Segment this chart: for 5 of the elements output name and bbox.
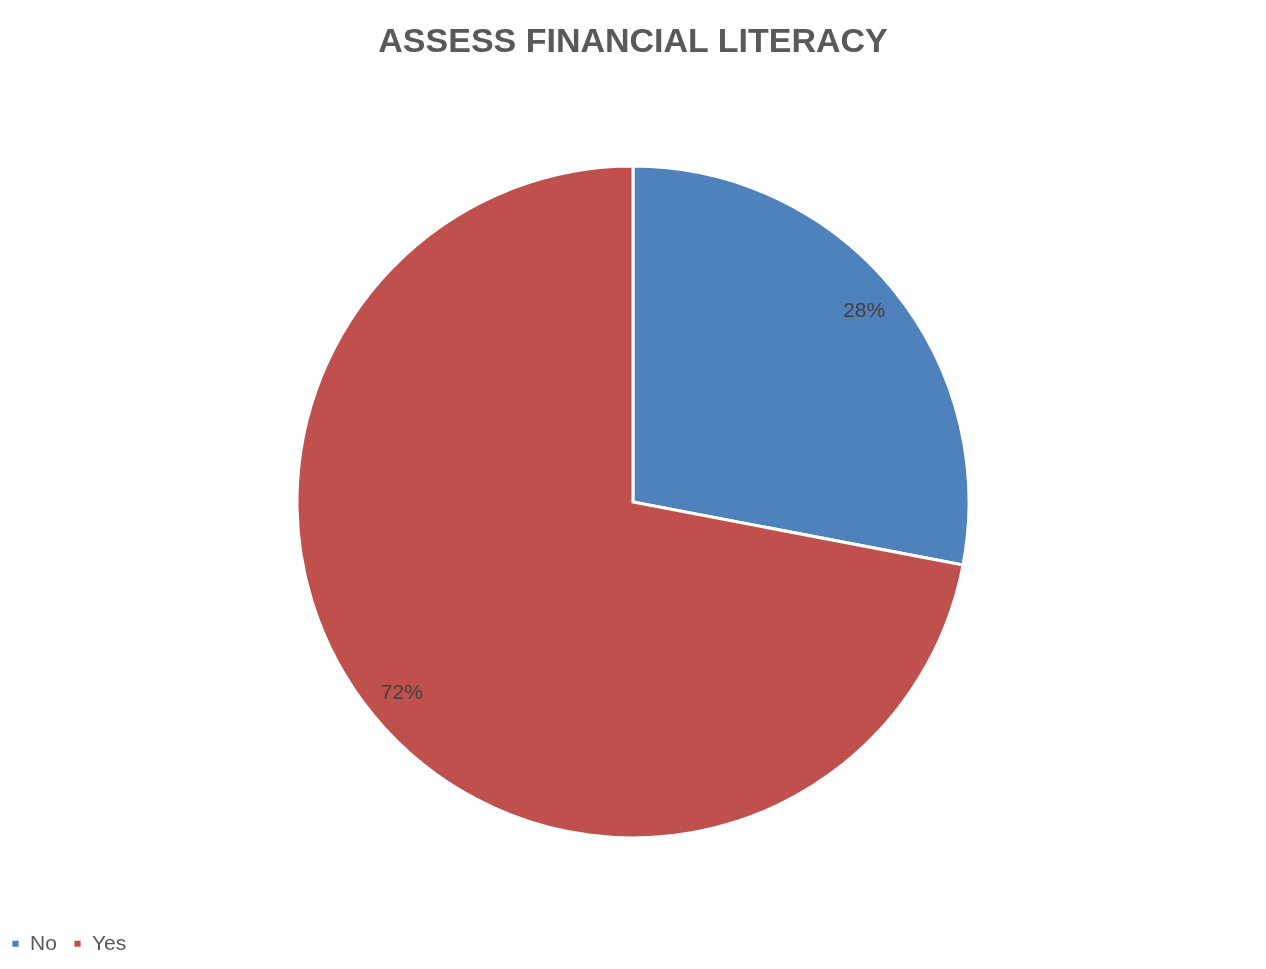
chart-title: ASSESS FINANCIAL LITERACY (378, 21, 889, 59)
data-label: 72% (380, 680, 423, 704)
legend-label: No (30, 930, 57, 954)
data-label: 28% (843, 297, 886, 321)
legend-label: Yes (92, 930, 127, 954)
